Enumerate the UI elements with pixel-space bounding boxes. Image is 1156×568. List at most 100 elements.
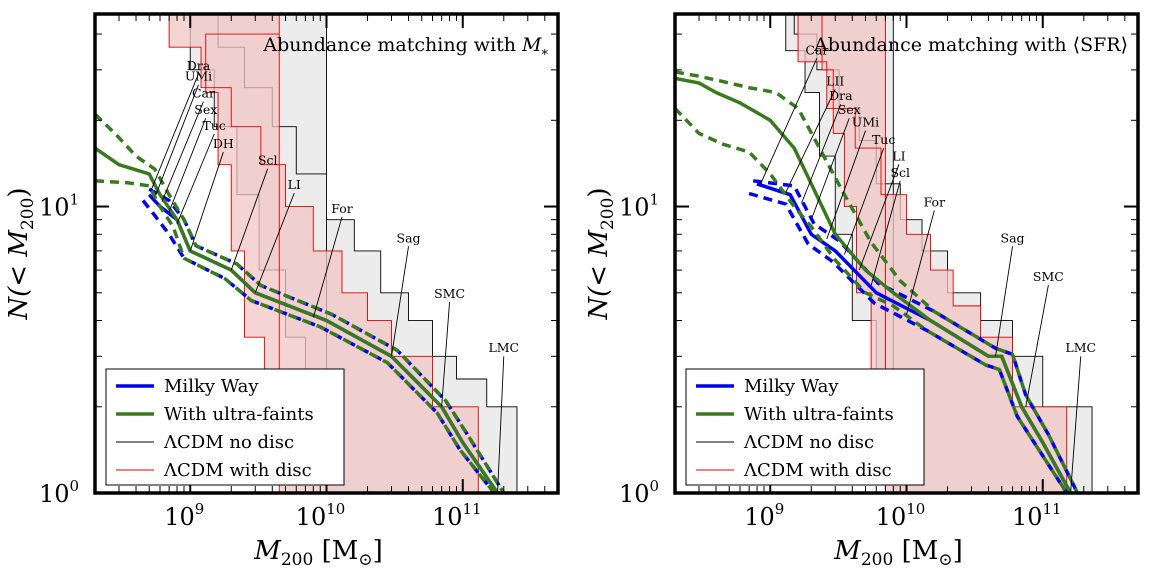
y-axis-label-open: N(< (4, 265, 34, 321)
chart-title-text: Abundance matching with ⟨SFR⟩ (813, 34, 1128, 56)
annotation-line (801, 104, 842, 204)
legend-box (685, 368, 925, 486)
annotation-label: UMi (185, 69, 212, 84)
annotation-line (391, 246, 409, 357)
x-tick-label: 1010 (296, 500, 346, 531)
legend-label: Milky Way (164, 376, 259, 397)
annotation-label: For (331, 201, 353, 216)
annotation-line (441, 301, 451, 407)
annotation-line (1025, 284, 1049, 407)
annotation-line (1070, 356, 1082, 493)
annotation-line (151, 73, 199, 190)
annotation-label: Scl (890, 165, 910, 180)
y-tick-exp: 0 (650, 477, 660, 495)
annotation-line (189, 151, 224, 252)
x-axis-label-close: ] (953, 536, 963, 566)
legend-label: With ultra-faints (164, 404, 314, 425)
y-axis-label-sub: 200 (598, 198, 618, 230)
x-tick-base: 10 (296, 503, 327, 531)
annotation-line (785, 89, 836, 193)
annotation-line (810, 118, 850, 220)
x-axis-label: M200 [M⊙] (253, 536, 383, 568)
annotation-label: SMC (434, 286, 465, 301)
annotation-label: Sex (194, 102, 217, 117)
x-axis-label-main: M (833, 536, 862, 566)
legend-label: ΛCDM no disc (163, 432, 294, 453)
y-axis-label-close: ) (584, 187, 614, 197)
series-line-with-ultra-faints-lower (675, 107, 1069, 493)
annotation-line (312, 216, 343, 318)
x-tick-label: 1011 (432, 500, 482, 531)
x-tick-label: 1011 (1012, 500, 1062, 531)
y-tick-exp: 0 (70, 477, 80, 495)
annotation-line (760, 58, 818, 185)
annotation-label: Tuc (203, 118, 226, 133)
series-line-with-ultra-faints-upper (95, 112, 506, 493)
chart-title-text: Abundance matching with (262, 34, 522, 56)
y-tick-label: 100 (619, 477, 659, 508)
annotation-label: For (924, 195, 946, 210)
annotation-line (995, 246, 1013, 357)
annotation-label: Car (805, 42, 828, 57)
legend-label: ΛCDM with disc (743, 460, 892, 481)
x-axis-label: M200 [M⊙] (833, 536, 963, 568)
y-axis-label: N(< M200) (584, 187, 618, 320)
plot-frame (673, 12, 1140, 495)
annotation-label: LI (892, 148, 905, 163)
annotation-line (230, 168, 269, 271)
annotation-line (497, 356, 505, 493)
x-tick-base: 10 (432, 503, 463, 531)
x-tick-exp: 11 (462, 500, 481, 518)
annotation-label: UMi (852, 115, 879, 130)
x-tick-label: 109 (164, 500, 204, 531)
x-tick-exp: 10 (906, 500, 925, 518)
chart-title: Abundance matching with ⟨SFR⟩ (813, 34, 1128, 56)
annotation-line (858, 164, 900, 271)
x-axis-label-close: ] (373, 536, 383, 566)
annotation-label: DH (213, 136, 234, 151)
x-axis-label-unit: [M (313, 536, 358, 566)
band--cdm-with-disc (95, 14, 479, 493)
annotation-line (176, 133, 215, 225)
x-tick-exp: 9 (775, 500, 785, 518)
x-tick-label: 1010 (876, 500, 926, 531)
y-axis-label-close: ) (4, 187, 34, 197)
annotation-label: LMC (488, 340, 519, 355)
chart-title-sub: * (542, 48, 549, 63)
x-axis-label-sub: 200 (281, 550, 313, 568)
y-axis-label-main: M (4, 229, 34, 265)
legend: Milky Way With ultra-faints ΛCDM no disc ΛC… (685, 368, 925, 486)
annotation-label: LII (826, 73, 844, 88)
annotation-line (906, 210, 935, 315)
legend: Milky Way With ultra-faints ΛCDM no disc ΛC… (105, 368, 345, 486)
series-line-with-ultra-faints-lower (95, 179, 496, 493)
annotation-line (843, 148, 885, 255)
annotation-label: Sag (1001, 230, 1025, 245)
x-tick-label: 109 (744, 500, 784, 531)
annotation-line (826, 130, 866, 240)
y-tick-label: 101 (619, 191, 659, 222)
x-tick-base: 10 (1012, 503, 1043, 531)
plot-frame (93, 12, 560, 495)
annotation-label: Dra (187, 58, 211, 73)
y-tick-base: 10 (39, 480, 70, 508)
series-line-milky-way-lower (748, 191, 1069, 493)
y-tick-base: 10 (39, 194, 70, 222)
annotation-label: LI (288, 177, 301, 192)
y-axis-label-open: N(< (584, 265, 614, 321)
series-line-milky-way-upper (752, 179, 1080, 493)
legend-label: ΛCDM with disc (163, 460, 312, 481)
y-tick-base: 10 (619, 480, 650, 508)
x-axis-label-sun: ⊙ (358, 550, 372, 568)
x-axis-label-main: M (253, 536, 282, 566)
x-axis-label-sub: 200 (861, 550, 893, 568)
y-axis-label: N(< M200) (4, 187, 38, 320)
annotation-line (168, 118, 207, 212)
legend-label: ΛCDM no disc (743, 432, 874, 453)
y-axis-label-main: M (584, 229, 614, 265)
chart-title-math: M (521, 34, 542, 56)
